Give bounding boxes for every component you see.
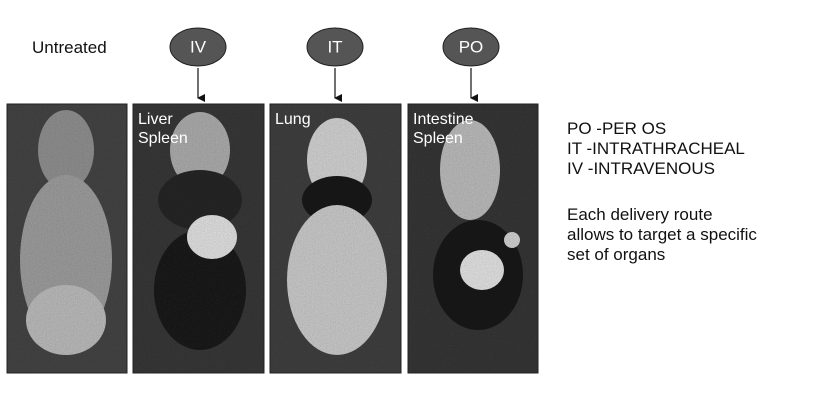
organ-label: Intestine bbox=[413, 111, 474, 128]
panel-iv bbox=[133, 104, 264, 373]
route-badge bbox=[306, 27, 364, 67]
route-label: IV bbox=[190, 37, 207, 56]
organ-label: Liver bbox=[138, 111, 173, 128]
organ-label: Spleen bbox=[138, 130, 188, 147]
note-line: Each delivery route bbox=[567, 205, 713, 224]
organ-label: Lung bbox=[275, 111, 311, 128]
panel-border bbox=[132, 103, 265, 374]
panel-po bbox=[408, 104, 538, 373]
organ-label: Spleen bbox=[413, 130, 463, 147]
panel-border bbox=[269, 103, 402, 374]
panel-border bbox=[407, 103, 539, 374]
route-label: PO bbox=[459, 37, 484, 56]
mouse-images bbox=[7, 104, 538, 373]
note-line: set of organs bbox=[567, 245, 665, 264]
abbreviation: IT -INTRATHRACHEAL bbox=[567, 139, 745, 158]
route-badge bbox=[442, 27, 500, 67]
panel-untreated bbox=[7, 104, 127, 373]
panel-it bbox=[270, 104, 401, 373]
panel-border bbox=[6, 103, 128, 374]
abbreviation: IV -INTRAVENOUS bbox=[567, 159, 715, 178]
route-label: IT bbox=[327, 37, 342, 56]
abbreviation: PO -PER OS bbox=[567, 119, 666, 138]
untreated-label: Untreated bbox=[32, 38, 107, 57]
note-line: allows to target a specific bbox=[567, 225, 757, 244]
route-badge bbox=[169, 27, 227, 67]
